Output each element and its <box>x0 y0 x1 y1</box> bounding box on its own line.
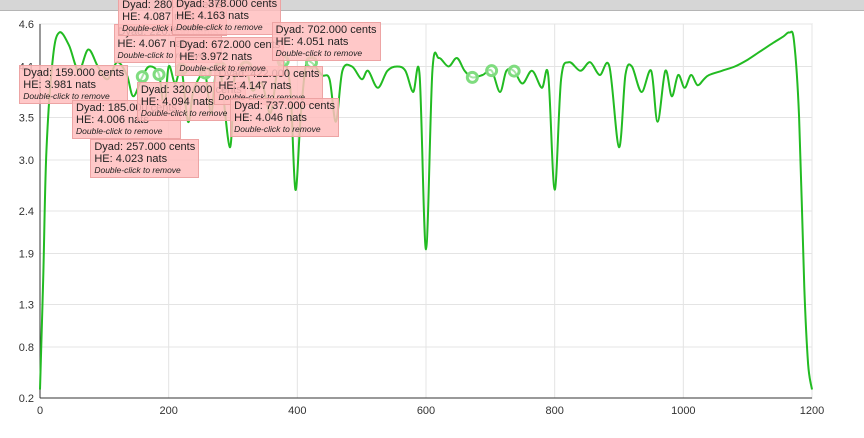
dyad-annotation-box[interactable]: Dyad: 159.000 cents HE: 3.981 nats Double-… <box>19 64 129 104</box>
he-value-label: HE: 4.067 nats <box>117 38 191 51</box>
y-tick-label: 3.5 <box>19 113 34 125</box>
dyad-label: Dyad: 378.000 cents <box>176 0 278 11</box>
he-value-label: HE: 4.163 nats <box>176 10 249 23</box>
series-line <box>39 30 813 390</box>
he-value-label: HE: 3.972 nats <box>179 51 253 64</box>
remove-hint: Double-click to remove <box>94 165 181 176</box>
dyad-marker[interactable] <box>485 64 499 78</box>
dyad-label: Dyad: 257.000 cents <box>94 141 196 154</box>
dyad-marker[interactable] <box>135 70 149 84</box>
y-tick-label: 2.4 <box>19 206 34 218</box>
remove-hint: Double-click to remove <box>218 91 305 102</box>
he-value-label: HE: 4.051 nats <box>275 35 349 48</box>
dyad-marker[interactable] <box>465 70 479 84</box>
dyad-label: Dyad: 737.000 cents <box>234 100 336 113</box>
dyad-marker[interactable] <box>507 64 521 78</box>
x-tick-label: 1000 <box>671 405 695 417</box>
remove-hint: Double-click to remove <box>176 22 263 33</box>
dyad-annotation-box[interactable]: Dyad: 702.000 cents HE: 4.051 nats Double-… <box>271 21 381 61</box>
x-tick-label: 1200 <box>800 405 824 417</box>
x-tick-label: 400 <box>288 405 306 417</box>
remove-hint: Double-click to remove <box>179 63 266 74</box>
dyad-marker[interactable] <box>152 67 166 81</box>
x-tick-label: 0 <box>37 405 43 417</box>
he-value-label: HE: 4.006 nats <box>76 114 149 127</box>
he-value-label: HE: 4.023 nats <box>94 153 168 166</box>
y-tick-label: 3.0 <box>19 155 34 167</box>
y-tick-label: 0.2 <box>19 393 34 405</box>
remove-hint: Double-click to remove <box>76 126 163 137</box>
he-value-label: HE: 4.094 nats <box>140 96 214 108</box>
remove-hint: Double-click to remove <box>140 108 228 118</box>
dyad-annotation-box[interactable]: Dyad: 257.000 cents HE: 4.023 nats Double-… <box>90 139 200 179</box>
remove-hint: Double-click to remove <box>275 47 363 58</box>
x-tick-label: 200 <box>159 405 177 417</box>
he-value-label: HE: 3.981 nats <box>23 78 97 91</box>
remove-hint: Double-click to remove <box>234 124 321 135</box>
dyad-label: Dyad: 159.000 cents <box>23 66 125 79</box>
remove-hint: Double-click to remove <box>122 22 209 33</box>
x-tick-label: 800 <box>545 405 563 417</box>
x-tick-label: 600 <box>417 405 435 417</box>
y-tick-label: 1.9 <box>19 249 34 261</box>
y-tick-label: 1.3 <box>19 300 34 312</box>
dyad-annotation-box[interactable]: Dyad: 672.000 cents HE: 3.972 nats Double-… <box>175 37 285 77</box>
dyad-label: Dyad: 702.000 cents <box>275 23 377 36</box>
y-tick-label: 4.6 <box>19 19 34 31</box>
he-value-label: HE: 4.046 nats <box>234 112 307 125</box>
y-tick-label: 0.8 <box>19 342 34 354</box>
dyad-annotation-box[interactable]: Dyad: 378.000 cents HE: 4.163 nats Double-… <box>172 0 282 36</box>
dyad-label: Dyad: 672.000 cents <box>179 39 281 52</box>
he-value-label: HE: 4.147 nats <box>218 79 292 92</box>
window-top-strip <box>0 0 864 11</box>
remove-hint: Double-click to remove <box>23 90 110 101</box>
remove-hint: Double-click to remove <box>117 50 204 61</box>
dyad-annotation-box[interactable]: Dyad: 737.000 cents HE: 4.046 nats Double-… <box>230 98 340 138</box>
